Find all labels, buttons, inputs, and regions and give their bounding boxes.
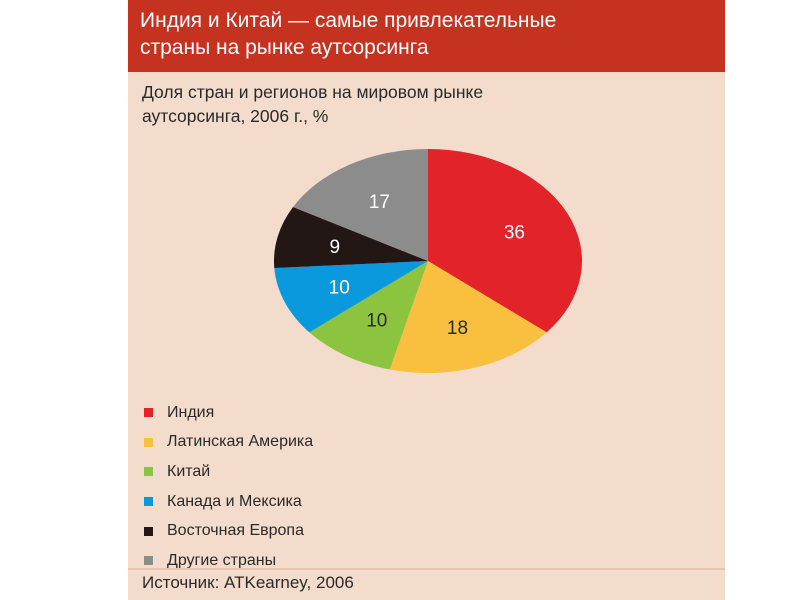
legend-swatch	[144, 526, 153, 536]
subtitle-line-1: Доля стран и регионов на мировом рынке	[142, 82, 484, 102]
legend-swatch	[144, 497, 153, 507]
legend-swatch	[144, 467, 153, 477]
pie-slice-4	[273, 207, 428, 269]
pie-slice-1	[389, 261, 547, 373]
pie-slice-label-5: 17	[369, 192, 390, 213]
legend-label: Другие страны	[167, 551, 277, 569]
legend-swatch	[144, 556, 153, 566]
legend-item: Китай	[144, 457, 313, 487]
pie-slice-3	[274, 261, 428, 333]
pie-slice-2	[309, 261, 428, 370]
legend-item: Восточная Европа	[144, 516, 313, 546]
legend-item: Индия	[144, 398, 313, 428]
pie-slice-label-1: 18	[447, 318, 468, 339]
pie-slice-0	[428, 149, 582, 333]
legend-label: Восточная Европа	[167, 522, 304, 540]
legend-swatch	[144, 408, 153, 418]
source-divider	[128, 568, 725, 570]
legend-label: Латинская Америка	[167, 433, 314, 451]
pie-slice-label-4: 9	[330, 237, 341, 258]
subtitle-line-2: аутсорсинга, 2006 г., %	[142, 106, 329, 126]
legend-label: Китай	[167, 462, 211, 480]
legend-item: Другие страны	[144, 546, 313, 576]
chart-legend: Индия Латинская Америка Китай Канада и Мекс…	[144, 398, 313, 576]
chart-panel: Индия и Китай — самые привлекательные ст…	[128, 0, 725, 600]
legend-item: Канада и Мексика	[144, 487, 313, 517]
legend-label: Канада и Мексика	[167, 492, 302, 510]
header-title-line-1: Индия и Китай — самые привлекательные	[140, 9, 557, 32]
legend-label: Индия	[167, 403, 215, 421]
chart-header: Индия и Китай — самые привлекательные ст…	[128, 0, 725, 72]
pie-slice-label-2: 10	[366, 311, 387, 332]
chart-source: Источник: ATKearney, 2006	[142, 573, 354, 592]
header-title-line-2: страны на рынке аутсорсинга	[140, 36, 429, 59]
pie-slice-label-0: 36	[504, 222, 525, 243]
chart-subtitle: Доля стран и регионов на мировом рынке а…	[142, 80, 702, 128]
pie-slice-5	[293, 149, 428, 261]
legend-item: Латинская Америка	[144, 428, 313, 458]
pie-slice-label-3: 10	[329, 278, 350, 299]
pie-chart: 36 18 10 10 9 17	[273, 149, 582, 373]
legend-swatch	[144, 437, 153, 447]
